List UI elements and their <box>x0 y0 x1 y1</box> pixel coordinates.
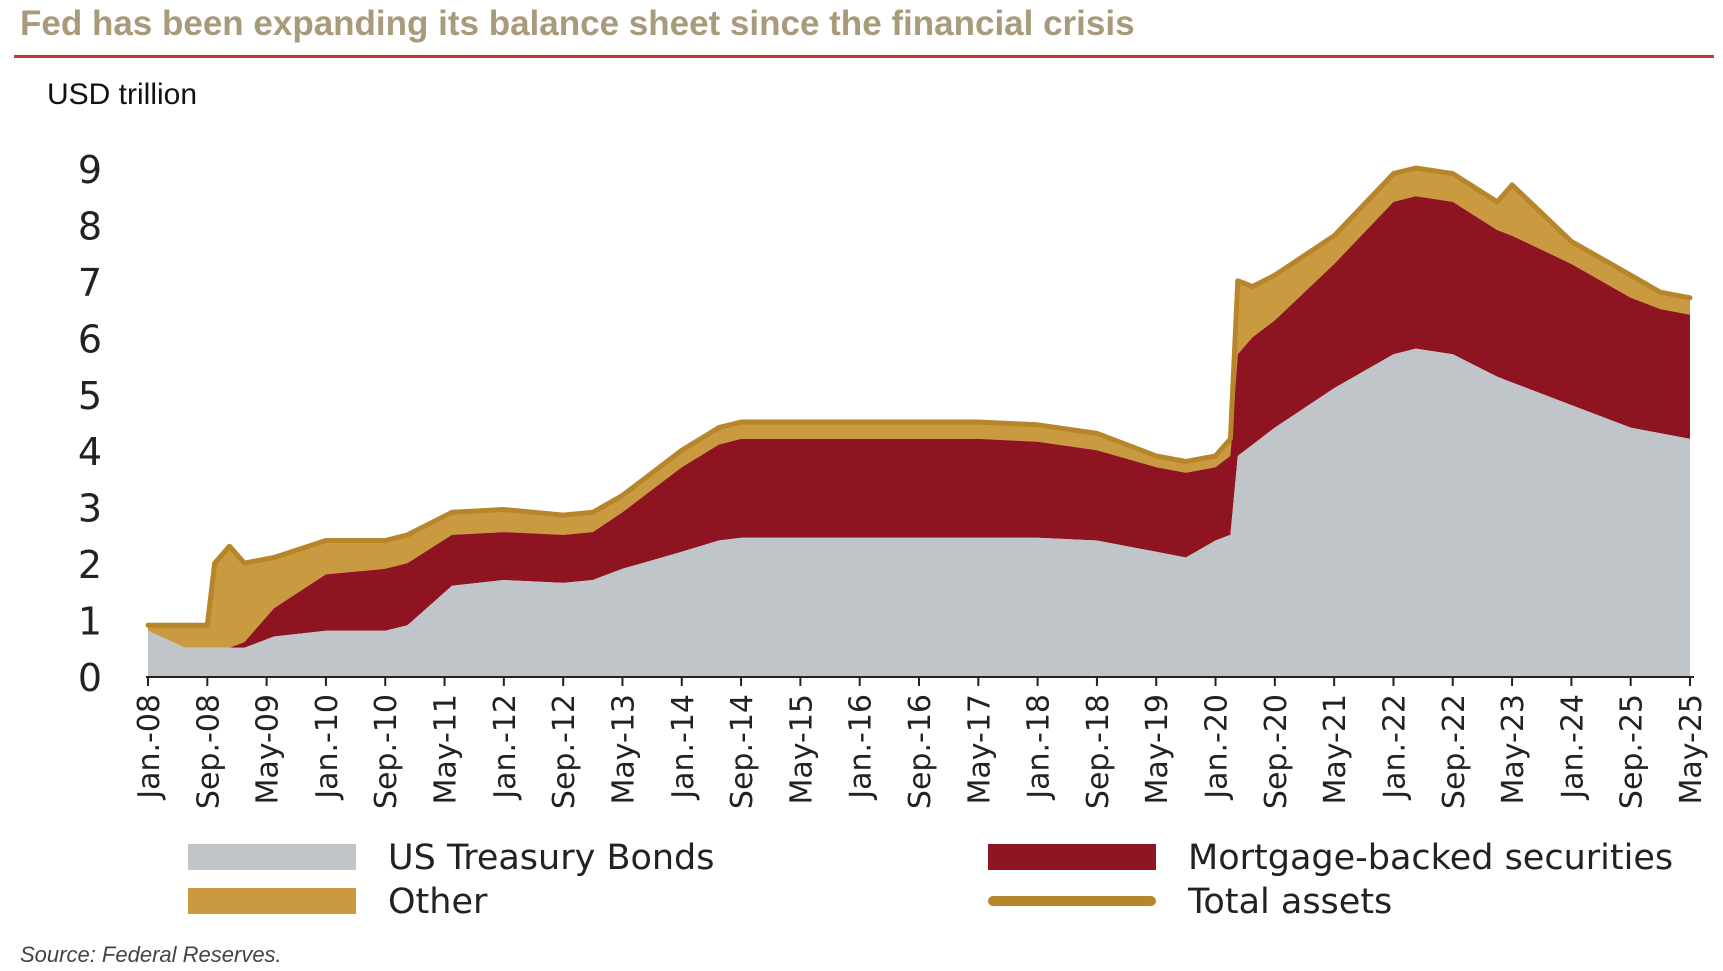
legend-label-total: Total assets <box>1188 882 1393 922</box>
y-tick-label: 3 <box>78 487 102 531</box>
y-tick-label: 4 <box>78 430 102 474</box>
x-tick-label: Sep.-25 <box>1615 694 1650 809</box>
legend-label-mbs: Mortgage-backed securities <box>1188 838 1674 878</box>
x-tick-label: Jan.-10 <box>310 694 345 801</box>
legend-swatch-treasury <box>188 844 356 870</box>
y-tick-label: 7 <box>78 261 102 305</box>
series-line-total-assets <box>145 165 1693 628</box>
x-tick-label: Sep.-08 <box>191 694 226 809</box>
x-tick-label: May-15 <box>784 694 819 805</box>
x-tick-label: May-13 <box>607 694 642 805</box>
x-tick-label: Jan.-12 <box>488 694 523 801</box>
x-tick-label: Jan.-20 <box>1200 694 1235 801</box>
y-axis-unit-label: USD trillion <box>47 78 198 111</box>
legend-item-treasury: US Treasury Bonds <box>188 838 715 878</box>
y-tick-label: 9 <box>78 148 102 192</box>
series-area-treasury <box>148 348 1690 676</box>
x-tick-label: Sep.-20 <box>1259 694 1294 809</box>
x-tick-label: May-21 <box>1318 694 1353 805</box>
series-area-mbs <box>148 196 1690 648</box>
x-tick-label: Sep.-12 <box>547 694 582 809</box>
x-tick-label: Jan.-22 <box>1378 694 1413 801</box>
x-tick-label: Jan.-14 <box>666 694 701 801</box>
legend-swatch-other <box>188 888 356 914</box>
x-tick-label: Sep.-16 <box>903 694 938 809</box>
source-note: Source: Federal Reserves. <box>20 942 282 967</box>
y-tick-label: 6 <box>78 317 102 361</box>
x-tick-label: Sep.-18 <box>1081 694 1116 809</box>
x-tick-label: May-23 <box>1496 694 1531 805</box>
balance-sheet-chart: 0 1 2 3 4 5 6 7 8 9 Jan.-08 Sep.-08 May-09 Jan.-10 Sep… <box>78 148 1709 809</box>
x-tick-label: May-09 <box>251 694 286 805</box>
x-tick-label: May-11 <box>429 694 464 805</box>
legend-item-other: Other <box>188 882 708 922</box>
x-tick-label: Jan.-24 <box>1555 694 1590 801</box>
x-tick-label: Jan.-18 <box>1022 694 1057 801</box>
legend-swatch-mbs <box>988 844 1156 870</box>
legend-label-other: Other <box>388 882 488 922</box>
chart-title: Fed has been expanding its balance sheet… <box>20 4 1135 43</box>
y-tick-label: 2 <box>78 543 102 587</box>
x-tick-label: Sep.-22 <box>1437 694 1472 809</box>
x-tick-label: Sep.-10 <box>369 694 404 809</box>
legend-item-mbs: Mortgage-backed securities <box>988 838 1708 878</box>
x-tick-label: May-19 <box>1140 694 1175 805</box>
legend-swatch-total <box>988 896 1156 906</box>
y-tick-label: 5 <box>78 374 102 418</box>
x-tick-label: Sep.-14 <box>725 694 760 809</box>
y-tick-label: 8 <box>78 204 102 248</box>
y-tick-label: 0 <box>78 656 102 700</box>
legend-item-total: Total assets <box>988 882 1708 922</box>
series-area-other <box>148 168 1690 648</box>
y-tick-label: 1 <box>78 600 102 644</box>
title-rule <box>14 55 1714 58</box>
legend-label-treasury: US Treasury Bonds <box>388 838 715 878</box>
x-tick-label: Jan.-16 <box>844 694 879 801</box>
x-tick-label: May-25 <box>1674 694 1709 805</box>
x-tick-label: Jan.-08 <box>132 694 167 801</box>
x-tick-label: May-17 <box>962 694 997 805</box>
